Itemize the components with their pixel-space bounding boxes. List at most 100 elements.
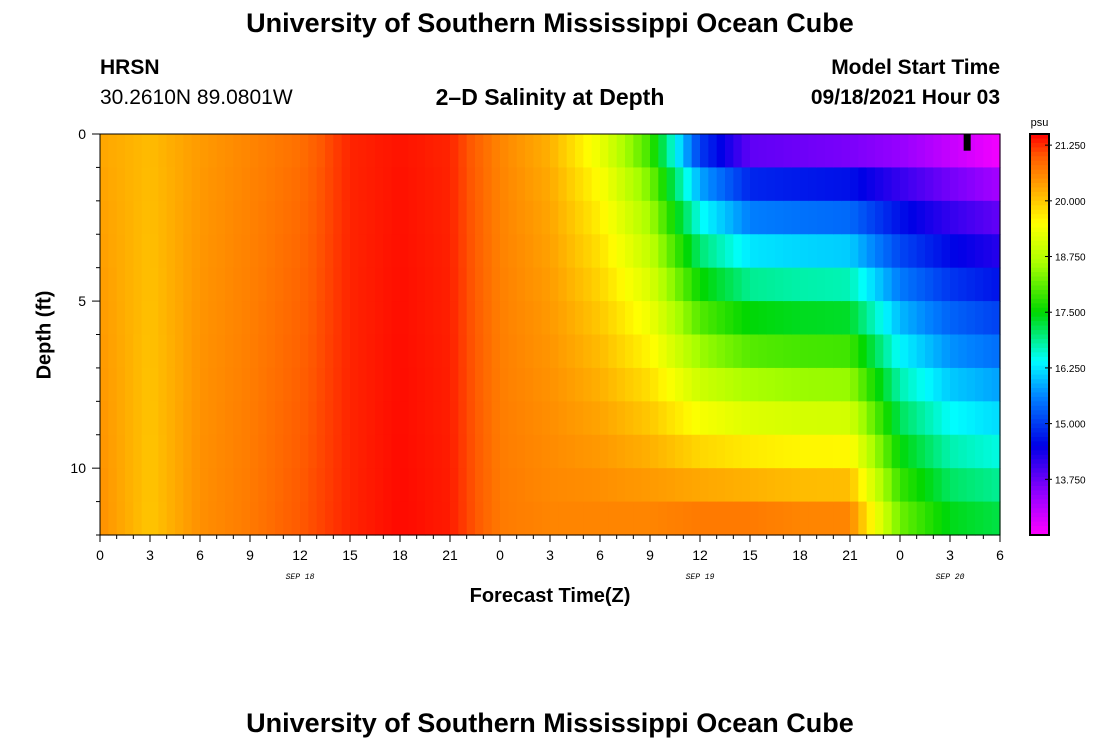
heatmap-cell (858, 367, 868, 402)
heatmap-cell (375, 301, 384, 336)
heatmap-cell (441, 434, 451, 469)
heatmap-cell (508, 401, 518, 436)
heatmap-cell (741, 167, 751, 202)
heatmap-cell (991, 434, 1001, 469)
heatmap-cell (550, 200, 559, 235)
heatmap-cell (400, 134, 409, 169)
heatmap-cell (133, 334, 143, 369)
plot-title: 2–D Salinity at Depth (435, 84, 665, 110)
heatmap-cell (225, 200, 234, 235)
x-tick-label: 15 (742, 547, 758, 563)
heatmap-cell (341, 267, 351, 302)
heatmap-cell (391, 167, 401, 202)
heatmap-cell (983, 234, 993, 269)
heatmap-cell (591, 334, 601, 369)
heatmap-cell (758, 234, 768, 269)
heatmap-cell (125, 401, 134, 436)
heatmap-cell (558, 167, 568, 202)
heatmap-cell (783, 267, 793, 302)
heatmap-cell (683, 401, 693, 436)
heatmap-cell (641, 234, 651, 269)
heatmap-cell (741, 334, 751, 369)
heatmap-cell (450, 267, 459, 302)
heatmap-cell (658, 401, 668, 436)
colorbar-segment (1030, 165, 1049, 171)
heatmap-cell (175, 401, 184, 436)
heatmap-cell (216, 167, 226, 202)
heatmap-cell (525, 468, 534, 503)
heatmap-cell (141, 367, 151, 402)
heatmap-cell (391, 134, 401, 169)
heatmap-cell (933, 367, 943, 402)
heatmap-cell (375, 334, 384, 369)
heatmap-cell (550, 167, 559, 202)
colorbar-segment (1030, 472, 1049, 478)
heatmap-cell (850, 267, 859, 302)
heatmap-cell (408, 501, 418, 536)
heatmap-cell (433, 334, 443, 369)
heatmap-cell (266, 401, 276, 436)
heatmap-cell (483, 434, 493, 469)
heatmap-cell (475, 401, 484, 436)
heatmap-cell (666, 267, 676, 302)
heatmap-cell (966, 434, 976, 469)
heatmap-cell (350, 234, 359, 269)
heatmap-cell (650, 334, 659, 369)
heatmap-cell (208, 234, 218, 269)
heatmap-cell (833, 200, 843, 235)
heatmap-cell (908, 301, 918, 336)
heatmap-cell (900, 200, 909, 235)
heatmap-cell (525, 301, 534, 336)
x-tick-label: 6 (996, 547, 1004, 563)
heatmap-cell (233, 367, 243, 402)
heatmap-cell (566, 301, 576, 336)
x-tick-label: 18 (792, 547, 808, 563)
heatmap-cell (516, 401, 526, 436)
heatmap-cell (225, 401, 234, 436)
heatmap-cell (408, 434, 418, 469)
heatmap-cell (683, 367, 693, 402)
heatmap-cell (341, 334, 351, 369)
heatmap-cell (783, 434, 793, 469)
heatmap-cell (725, 134, 734, 169)
heatmap-cell (791, 301, 801, 336)
heatmap-cell (600, 401, 609, 436)
heatmap-cell (425, 234, 434, 269)
heatmap-cell (575, 234, 584, 269)
heatmap-cell (900, 267, 909, 302)
heatmap-cell (241, 167, 251, 202)
heatmap-cell (758, 401, 768, 436)
heatmap-cell (525, 401, 534, 436)
heatmap-cell (458, 200, 468, 235)
station-coordinates: 30.2610N 89.0801W (100, 86, 293, 109)
heatmap-cell (291, 434, 301, 469)
colorbar-segment (1030, 508, 1049, 514)
heatmap-cell (341, 167, 351, 202)
heatmap-cell (908, 434, 918, 469)
heatmap-cell (158, 234, 168, 269)
heatmap-cell (808, 401, 818, 436)
heatmap-cell (716, 267, 726, 302)
heatmap-cell (216, 434, 226, 469)
heatmap-cell (900, 468, 909, 503)
heatmap-cell (258, 468, 268, 503)
heatmap-cell (700, 134, 709, 169)
heatmap-cell (383, 167, 393, 202)
heatmap-cell (758, 501, 768, 536)
heatmap-cell (483, 167, 493, 202)
heatmap-cell (500, 167, 509, 202)
heatmap-cell (933, 501, 943, 536)
heatmap-cell (183, 367, 193, 402)
heatmap-cell (416, 401, 426, 436)
heatmap-cell (175, 434, 184, 469)
heatmap-cell (383, 468, 393, 503)
heatmap-cell (516, 134, 526, 169)
heatmap-cell (241, 301, 251, 336)
heatmap-cell (258, 267, 268, 302)
heatmap-cell (600, 200, 609, 235)
heatmap-cell (875, 401, 884, 436)
heatmap-cell (441, 200, 451, 235)
heatmap-cell (416, 267, 426, 302)
heatmap-cell (225, 334, 234, 369)
heatmap-cell (908, 501, 918, 536)
